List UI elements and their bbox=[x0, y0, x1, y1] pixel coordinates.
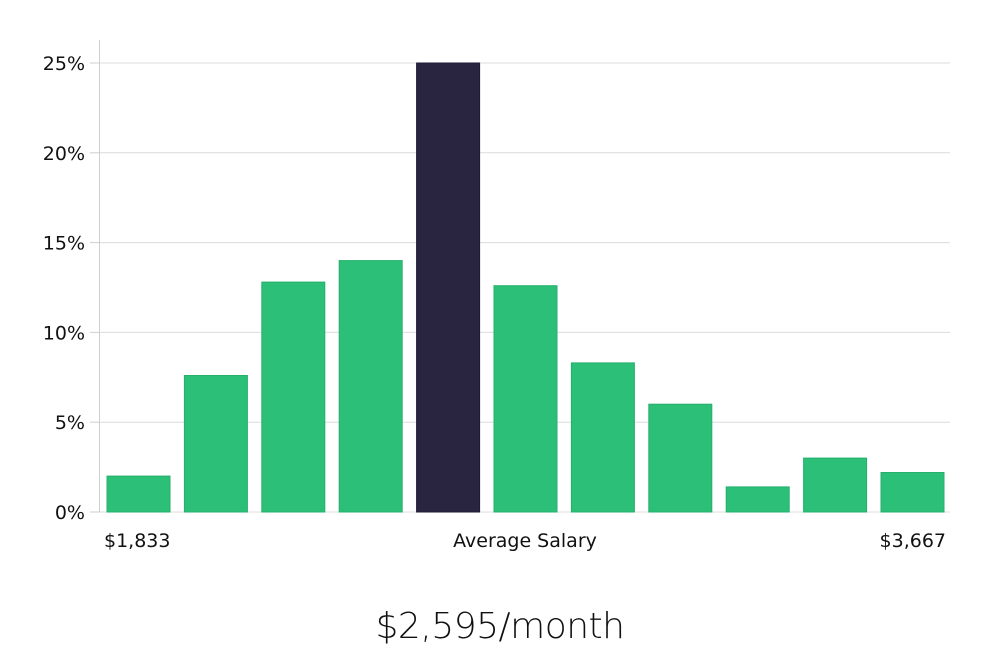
y-tick-label: 25% bbox=[43, 53, 85, 75]
x-max-label: $3,667 bbox=[880, 530, 946, 552]
salary-distribution-chart: 0% 5% 10% 15% 20% 25% $1,833 Average Salary $… bbox=[43, 40, 950, 552]
y-tick-label: 15% bbox=[43, 233, 85, 255]
bar-highlight bbox=[416, 62, 481, 513]
y-tick-label: 5% bbox=[55, 412, 85, 434]
bar bbox=[183, 375, 248, 513]
bar bbox=[803, 457, 868, 513]
bar bbox=[725, 486, 790, 513]
bars bbox=[106, 62, 945, 513]
y-tick-label: 10% bbox=[43, 322, 85, 344]
bar bbox=[493, 285, 558, 513]
average-salary-headline: $2,595/month bbox=[375, 606, 625, 647]
bar bbox=[261, 281, 326, 513]
bar bbox=[570, 362, 635, 513]
x-axis-title: Average Salary bbox=[453, 530, 597, 552]
bar bbox=[648, 403, 713, 513]
bar bbox=[880, 472, 945, 513]
y-tick-label: 20% bbox=[43, 143, 85, 165]
bar bbox=[338, 260, 403, 513]
x-min-label: $1,833 bbox=[104, 530, 170, 552]
y-tick-label: 0% bbox=[55, 502, 85, 524]
y-ticks: 0% 5% 10% 15% 20% 25% bbox=[43, 53, 100, 524]
bar bbox=[106, 475, 171, 513]
